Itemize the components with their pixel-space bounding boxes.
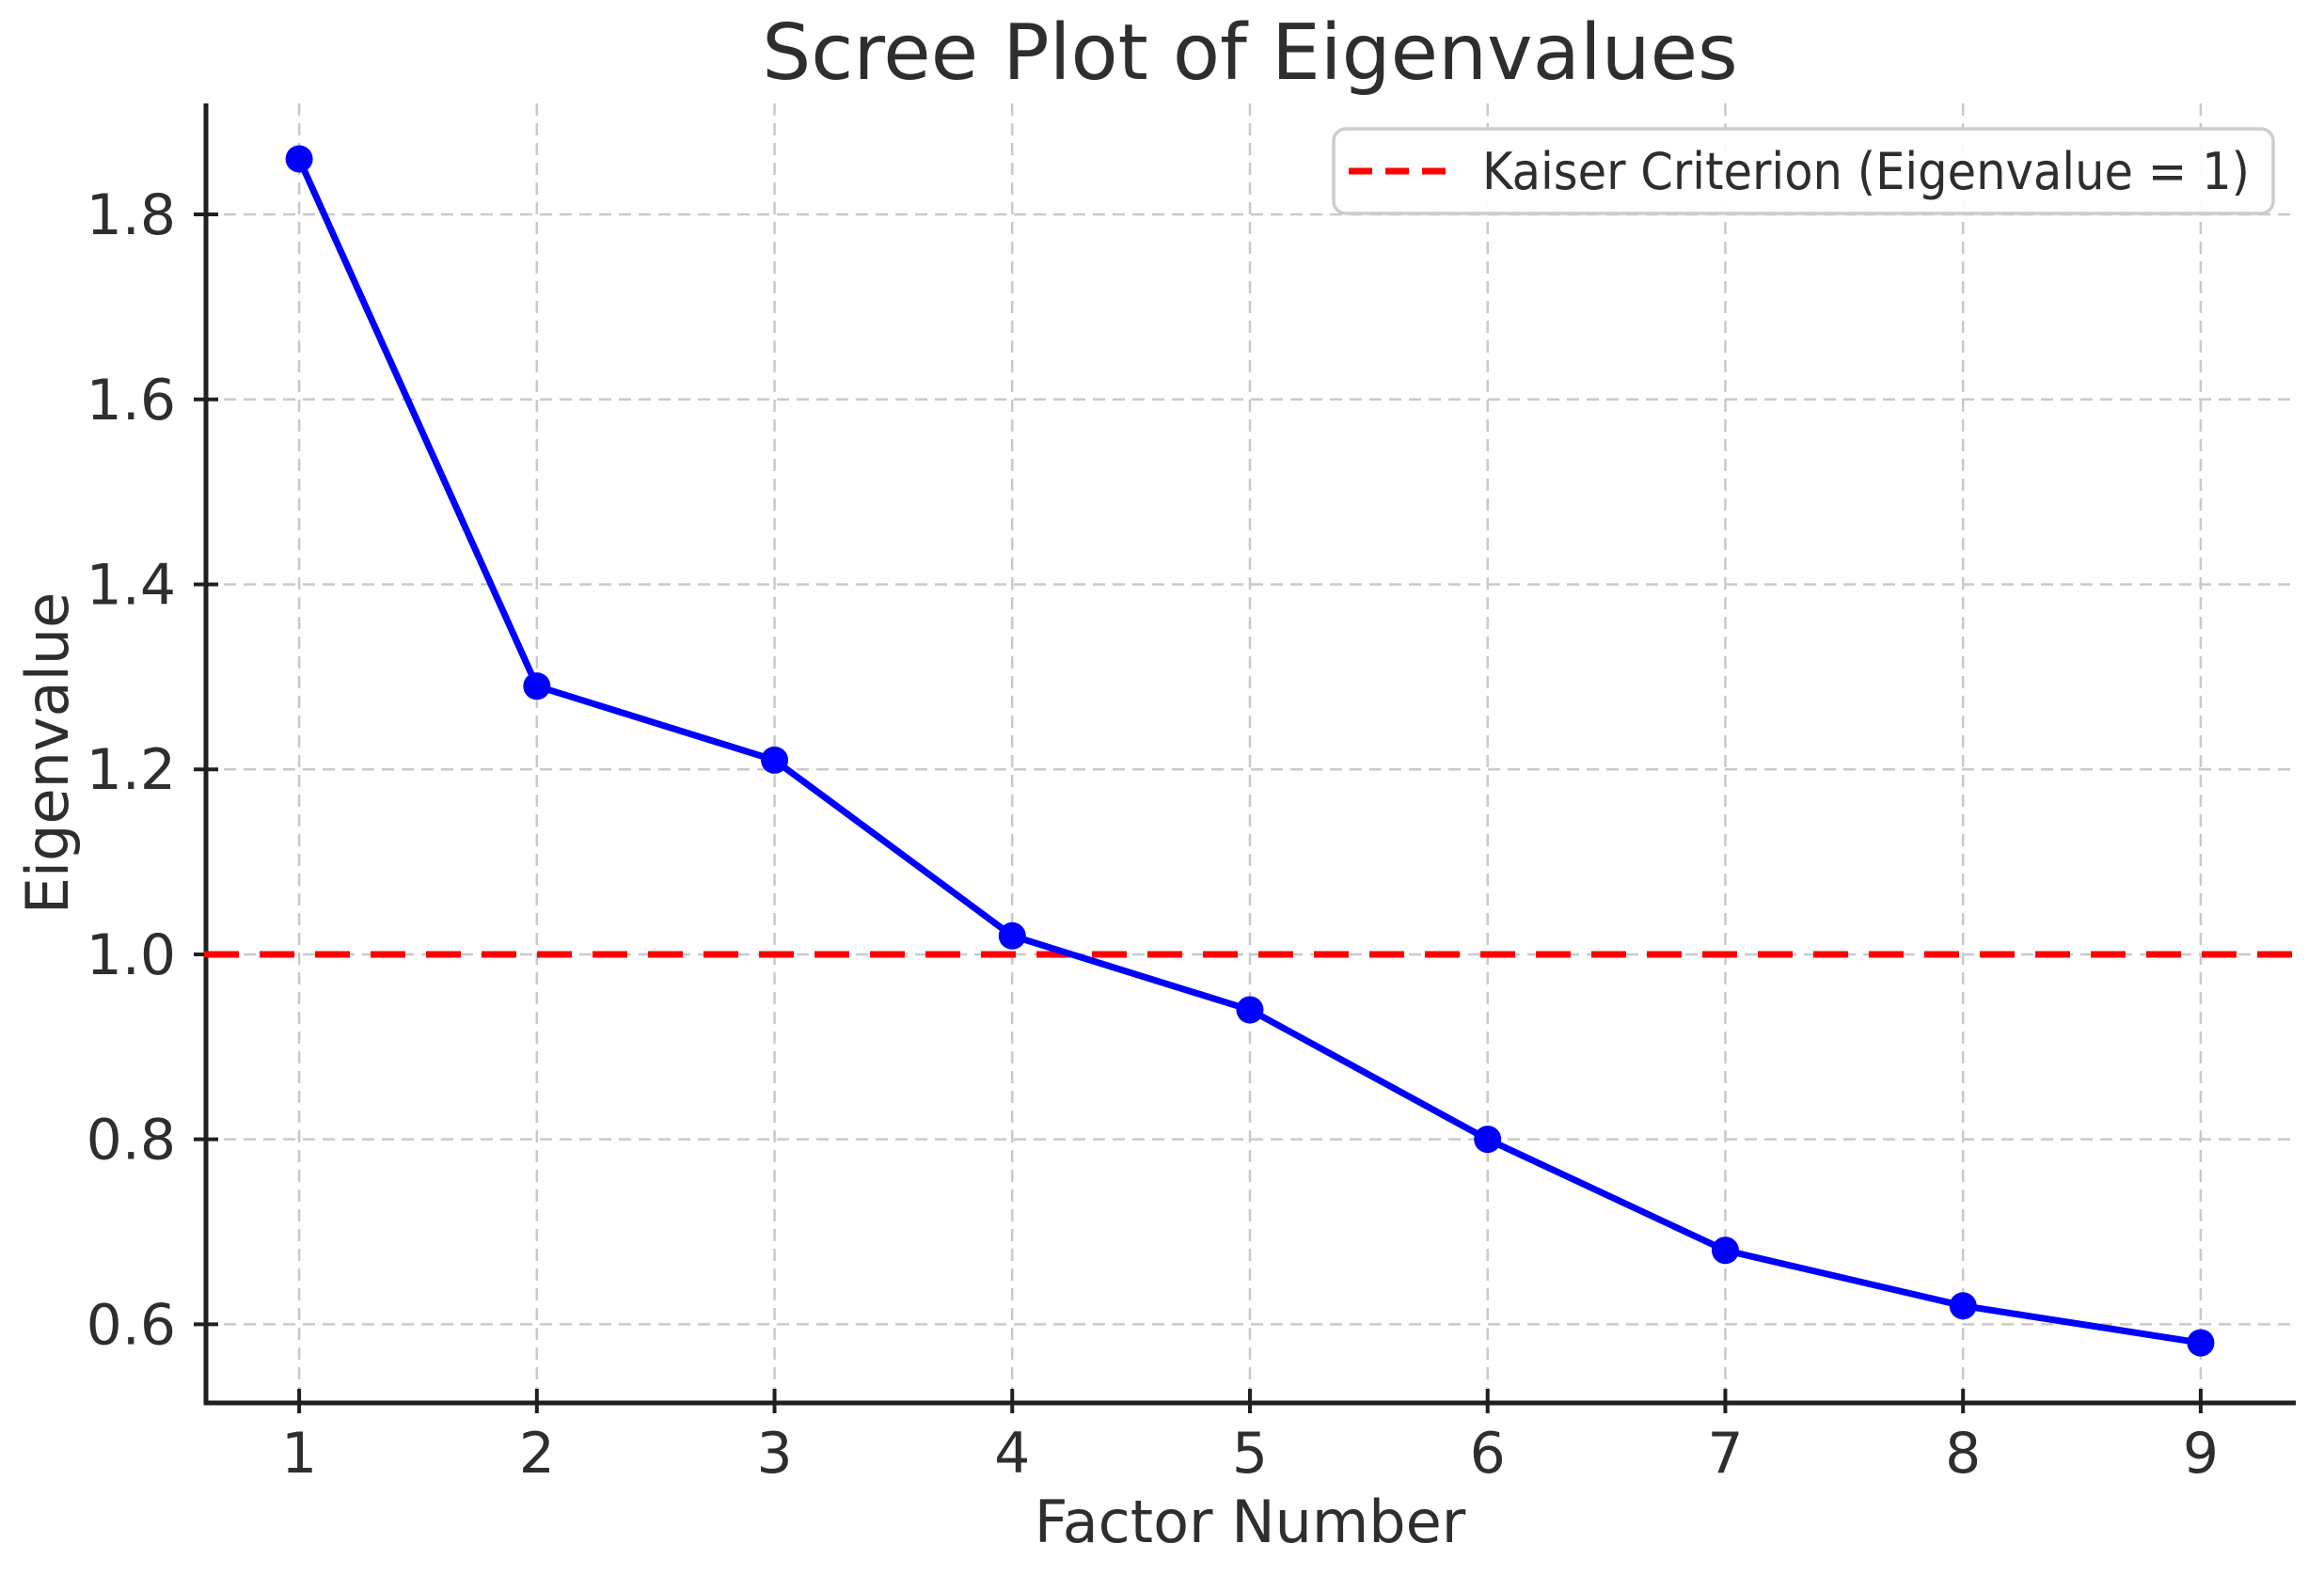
x-axis-ticks	[297, 1389, 2203, 1413]
y-tick-label: 1.2	[87, 737, 176, 803]
y-tick-label: 0.6	[87, 1292, 176, 1358]
x-tick-label: 6	[1470, 1421, 1506, 1487]
data-point-2	[523, 672, 551, 701]
x-tick-label: 8	[1945, 1421, 1981, 1487]
x-tick-label: 9	[2183, 1421, 2219, 1487]
legend-label: Kaiser Criterion (Eigenvalue = 1)	[1482, 142, 2250, 201]
y-tick-label: 0.8	[87, 1108, 176, 1173]
data-point-3	[761, 746, 789, 774]
y-axis-tick-labels: 0.6 0.8 1.0 1.2 1.4 1.6 1.8	[87, 182, 176, 1358]
y-tick-label: 1.0	[87, 922, 176, 988]
x-tick-label: 2	[519, 1421, 555, 1487]
data-point-5	[1236, 996, 1264, 1024]
data-point-4	[998, 921, 1026, 950]
data-point-7	[1711, 1236, 1739, 1265]
x-tick-label: 7	[1707, 1421, 1743, 1487]
y-tick-label: 1.4	[87, 552, 176, 618]
x-tick-label: 5	[1232, 1421, 1268, 1487]
vertical-gridlines	[297, 103, 2203, 1403]
data-point-8	[1949, 1292, 1977, 1320]
x-tick-label: 3	[756, 1421, 792, 1487]
data-point-9	[2187, 1329, 2215, 1357]
legend-box	[1332, 127, 2275, 215]
data-points	[285, 145, 2215, 1357]
y-axis-label: Eigenvalue	[13, 592, 82, 915]
legend: Kaiser Criterion (Eigenvalue = 1)	[1332, 127, 2275, 215]
eigenvalue-line	[295, 155, 2205, 1347]
data-point-6	[1474, 1126, 1502, 1154]
data-point-1	[285, 145, 313, 173]
x-axis-label: Factor Number	[1035, 1488, 1466, 1556]
chart-title: Scree Plot of Eigenvalues	[762, 8, 1738, 98]
y-tick-label: 1.8	[87, 182, 176, 248]
y-tick-label: 1.6	[87, 368, 176, 433]
x-tick-label: 4	[994, 1421, 1030, 1487]
x-tick-label: 1	[281, 1421, 317, 1487]
x-axis-tick-labels: 1 2 3 4 5 6 7 8 9	[281, 1421, 2219, 1487]
